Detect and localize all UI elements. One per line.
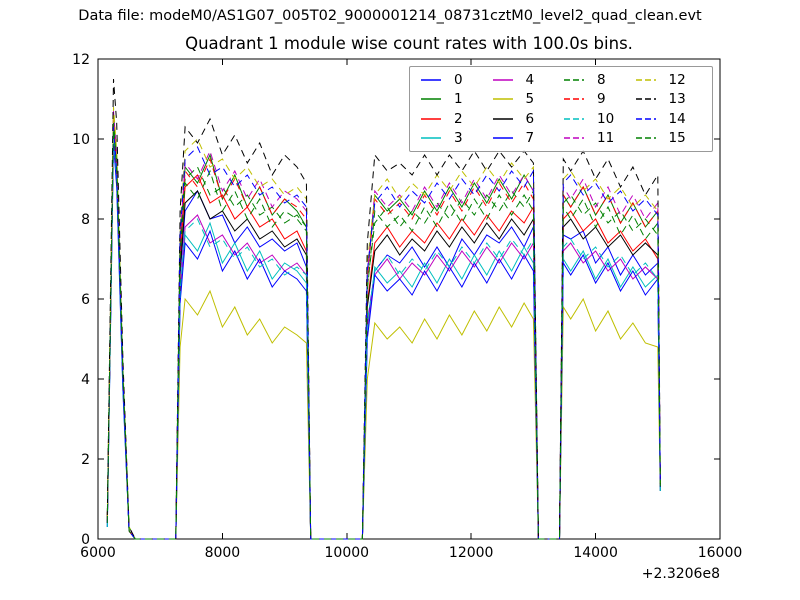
x-axis-offset-label: +2.3206e8 [642,566,720,582]
legend-line-sample [635,98,656,100]
legend-line-sample [421,118,441,120]
legend-item-label: 5 [525,91,535,108]
legend-line-sample [492,98,513,100]
legend-item-label: 8 [597,71,606,88]
series-line-10 [106,134,661,540]
series-line-1 [106,114,661,540]
series-line-9 [106,118,661,540]
legend-line-sample [635,79,656,81]
legend-line-sample [564,118,584,120]
series-line-3 [106,138,661,540]
legend-item-label: 13 [668,91,686,108]
legend-item-label: 3 [454,130,463,147]
x-tick-label: 10000 [325,545,370,561]
legend-line-sample [635,118,656,120]
series-line-8 [106,114,661,540]
x-tick-label: 6000 [80,545,116,561]
chart-title: Quadrant 1 module wise count rates with … [185,34,633,53]
legend: 0 1 2 3 4 5 6 7 8 9 10 11 12 13 14 15 [409,66,713,152]
y-tick-label: 2 [81,452,90,468]
legend-item-2: 2 [420,109,492,129]
legend-item-label: 10 [597,110,615,127]
legend-item-10: 10 [563,109,635,129]
legend-item-label: 6 [525,110,535,127]
legend-item-label: 0 [454,71,463,88]
series-line-6 [106,122,661,540]
legend-line-sample [564,98,584,100]
legend-item-12: 12 [635,70,707,90]
legend-item-11: 11 [563,129,635,149]
x-tick-label: 14000 [573,545,618,561]
y-tick-label: 8 [81,212,90,228]
legend-line-sample [564,79,584,81]
legend-item-8: 8 [563,70,635,90]
series-line-7 [106,142,661,540]
series-line-0 [106,122,661,540]
legend-line-sample [492,137,513,139]
legend-item-label: 12 [668,71,686,88]
legend-line-sample [635,137,656,139]
legend-item-label: 9 [597,91,606,108]
y-tick-label: 0 [81,532,90,548]
legend-line-sample [421,79,441,81]
series-line-11 [106,110,661,540]
legend-line-sample [421,137,441,139]
series-line-12 [106,106,661,540]
legend-line-sample [492,79,513,81]
legend-item-5: 5 [492,90,564,110]
legend-item-15: 15 [635,129,707,149]
legend-item-3: 3 [420,129,492,149]
series-line-15 [106,122,661,540]
legend-item-6: 6 [492,109,564,129]
y-tick-label: 6 [81,292,90,308]
legend-item-7: 7 [492,129,564,149]
series-line-5 [106,118,661,540]
y-tick-label: 4 [81,372,90,388]
x-tick-label: 16000 [698,545,743,561]
legend-line-sample [492,118,513,120]
series-line-2 [106,126,661,540]
legend-item-9: 9 [563,90,635,110]
y-tick-label: 12 [72,52,90,68]
datafile-label: Data file: modeM0/AS1G07_005T02_90000012… [78,8,702,24]
legend-item-0: 0 [420,70,492,90]
legend-item-label: 1 [454,91,463,108]
legend-item-14: 14 [635,109,707,129]
legend-item-label: 14 [668,110,686,127]
series-line-13 [106,78,661,540]
series-line-14 [106,126,661,540]
legend-item-1: 1 [420,90,492,110]
legend-item-13: 13 [635,90,707,110]
legend-line-sample [564,137,584,139]
legend-item-4: 4 [492,70,564,90]
legend-line-sample [421,98,441,100]
legend-item-label: 11 [597,130,615,147]
legend-item-label: 4 [525,71,535,88]
legend-item-label: 7 [525,130,535,147]
y-tick-label: 10 [72,132,90,148]
legend-item-label: 15 [668,130,686,147]
legend-item-label: 2 [454,110,463,127]
x-tick-label: 12000 [449,545,494,561]
x-tick-label: 8000 [205,545,241,561]
